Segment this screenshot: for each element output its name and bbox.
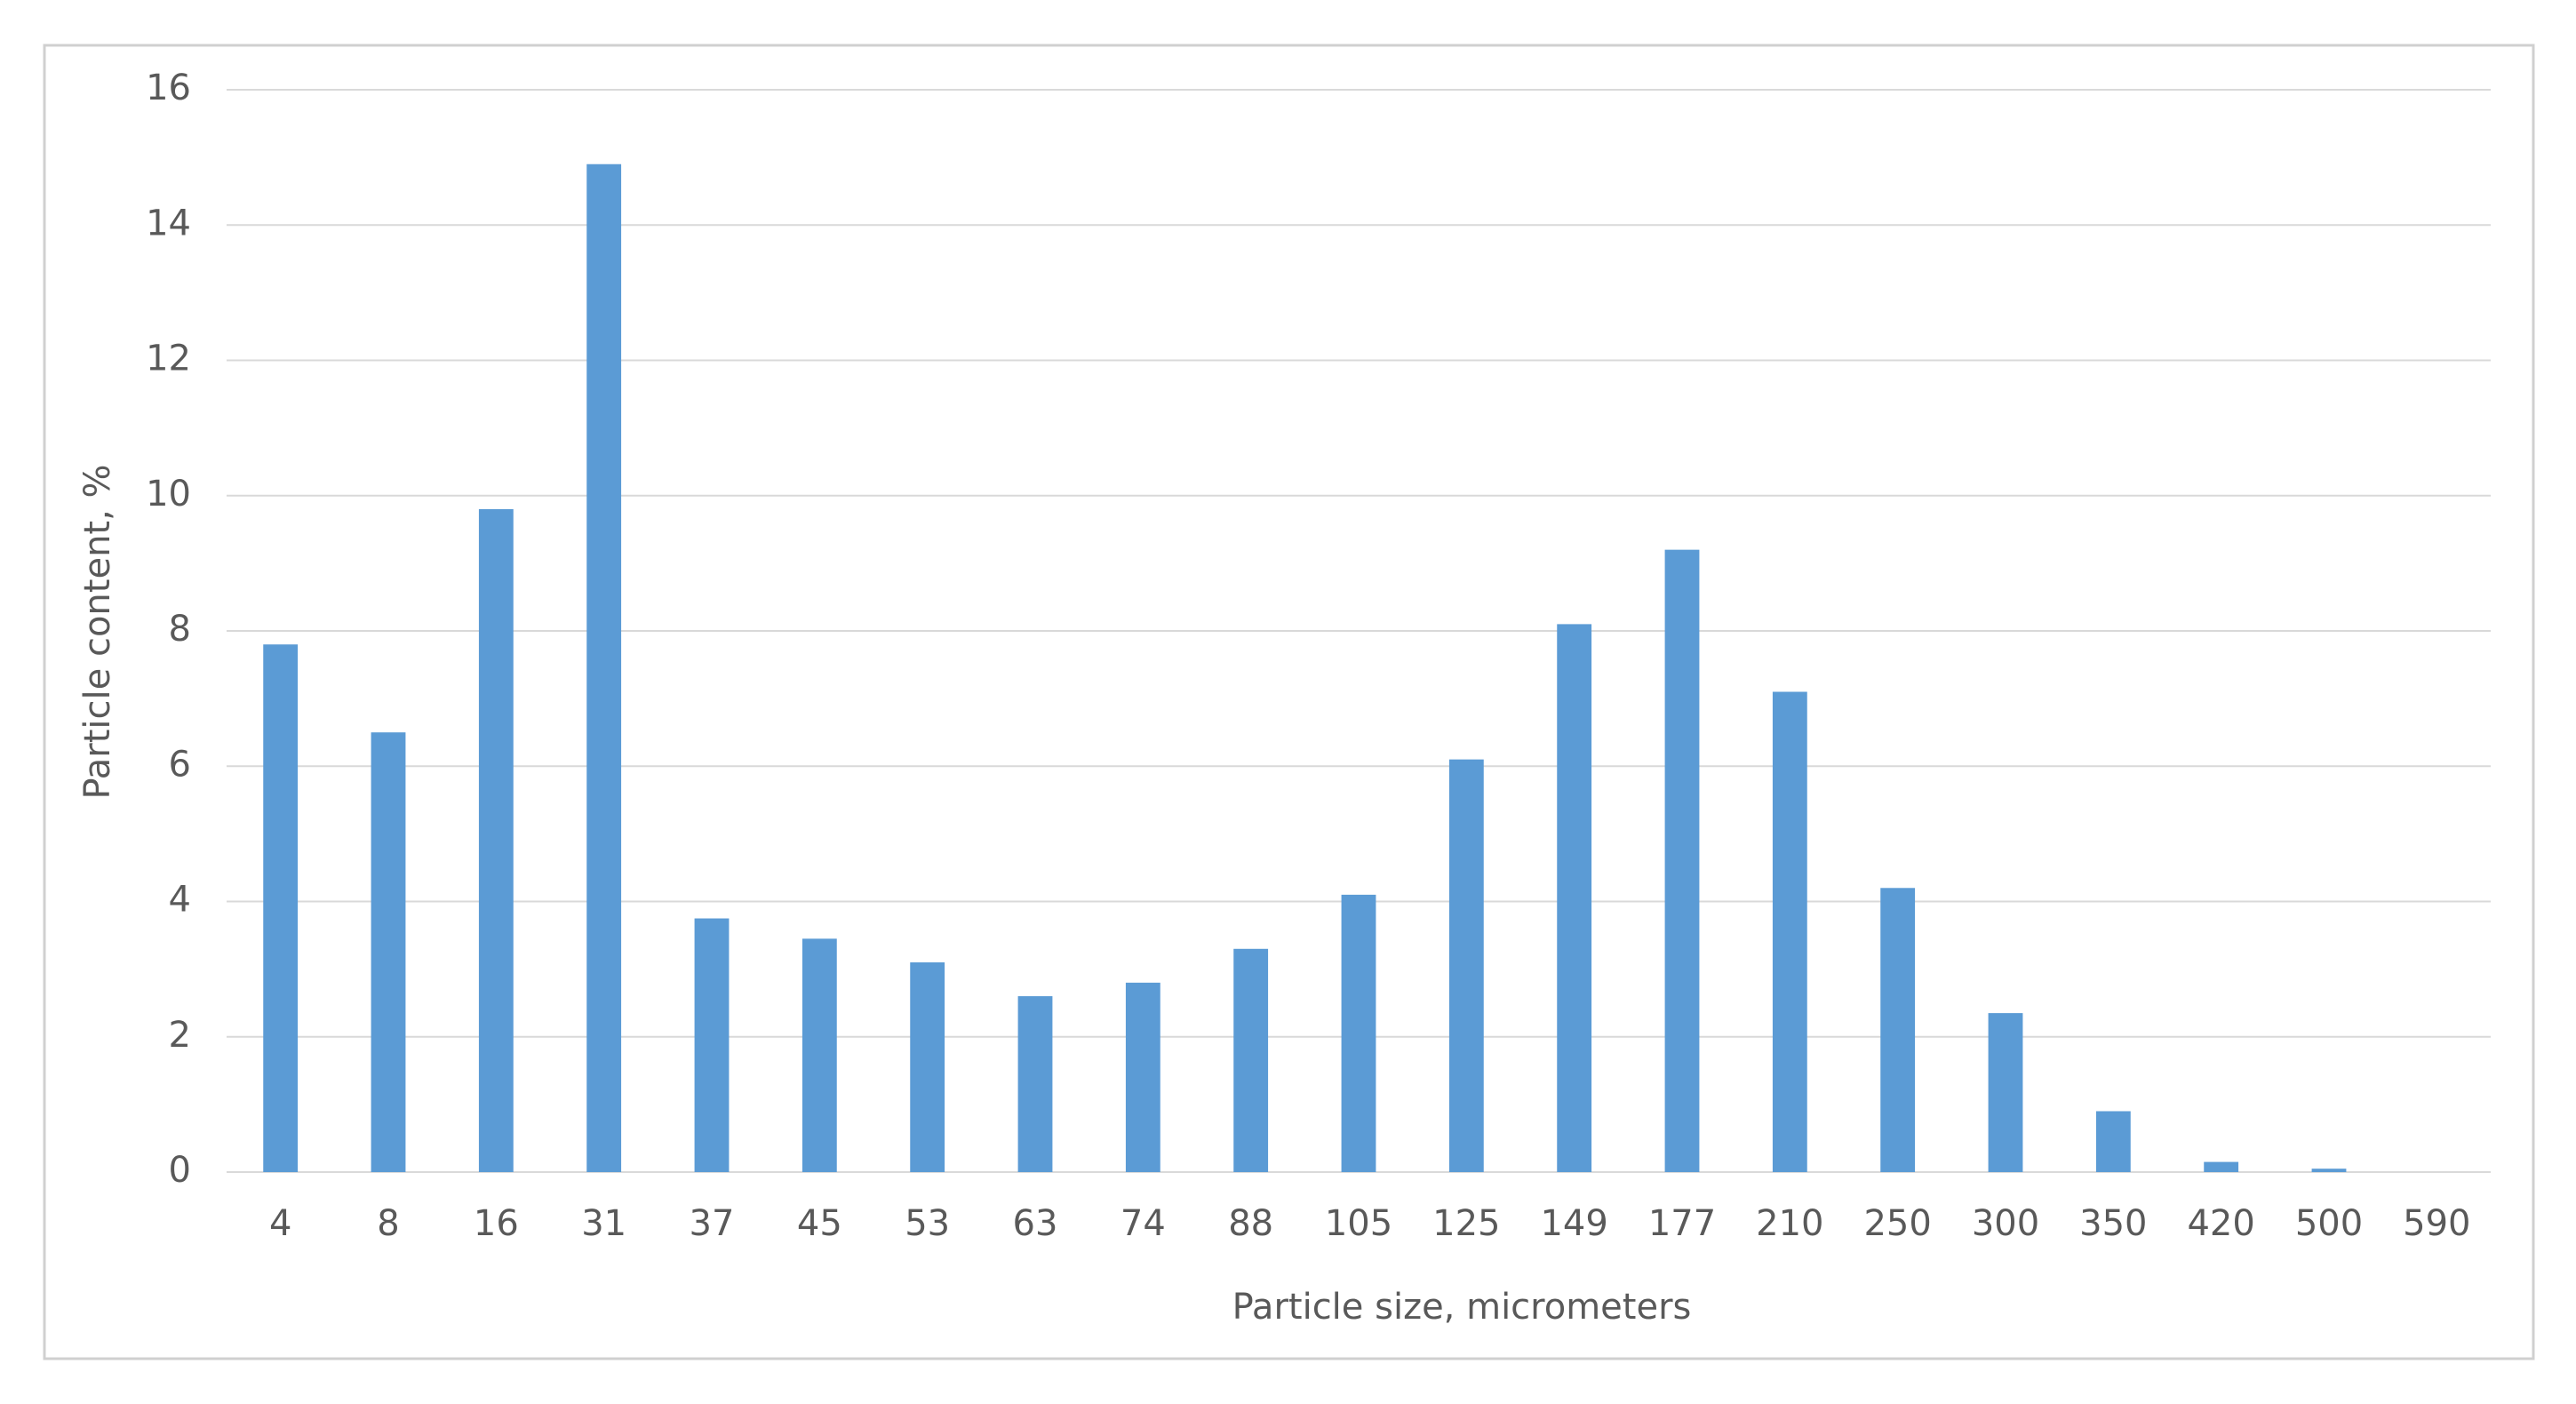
y-tick-label: 8	[169, 609, 191, 650]
y-tick-label: 4	[169, 880, 191, 921]
bar	[1448, 759, 1484, 1172]
x-tick-label: 8	[377, 1203, 399, 1244]
bar	[1341, 894, 1376, 1172]
y-axis-label: Particle content, %	[77, 464, 118, 799]
bar	[1017, 996, 1053, 1172]
bar	[1880, 888, 1916, 1172]
x-tick-label: 45	[797, 1203, 842, 1244]
y-tick-label: 14	[146, 203, 191, 243]
x-tick-label: 16	[474, 1203, 519, 1244]
y-tick-label: 6	[169, 744, 191, 785]
bar	[478, 508, 514, 1172]
bar	[2311, 1169, 2347, 1172]
x-tick-label: 4	[269, 1203, 291, 1244]
bar	[1988, 1013, 2023, 1172]
bar	[2095, 1111, 2131, 1172]
x-tick-label: 88	[1228, 1203, 1273, 1244]
x-tick-label: 63	[1013, 1203, 1058, 1244]
x-tick-label: 420	[2187, 1203, 2254, 1244]
chart-border	[43, 44, 2535, 1360]
x-tick-label: 105	[1325, 1203, 1392, 1244]
bar	[694, 918, 730, 1172]
x-tick-label: 590	[2403, 1203, 2470, 1244]
x-tick-label: 37	[690, 1203, 735, 1244]
x-tick-label: 125	[1432, 1203, 1500, 1244]
bar	[1233, 948, 1269, 1172]
y-tick-label: 2	[169, 1015, 191, 1056]
y-tick-label: 16	[146, 68, 191, 108]
bar	[802, 938, 837, 1172]
x-tick-label: 350	[2079, 1203, 2147, 1244]
y-tick-label: 0	[169, 1150, 191, 1191]
bar	[2204, 1161, 2239, 1172]
bar	[1125, 982, 1160, 1172]
x-tick-label: 177	[1648, 1203, 1716, 1244]
bar	[371, 732, 406, 1172]
x-tick-label: 250	[1863, 1203, 1931, 1244]
x-tick-label: 74	[1121, 1203, 1166, 1244]
bar	[910, 962, 945, 1172]
bar	[1557, 624, 1592, 1172]
y-tick-label: 12	[146, 339, 191, 379]
bar	[263, 644, 299, 1172]
bar	[1772, 691, 1807, 1172]
bar	[1664, 549, 1700, 1172]
x-tick-label: 500	[2295, 1203, 2363, 1244]
x-tick-label: 300	[1972, 1203, 2039, 1244]
x-tick-label: 210	[1756, 1203, 1823, 1244]
bar	[586, 164, 622, 1172]
y-tick-label: 10	[146, 474, 191, 515]
x-tick-label: 149	[1540, 1203, 1607, 1244]
x-tick-label: 53	[905, 1203, 950, 1244]
x-tick-label: 31	[581, 1203, 626, 1244]
x-axis-label: Particle size, micrometers	[1232, 1287, 1692, 1328]
